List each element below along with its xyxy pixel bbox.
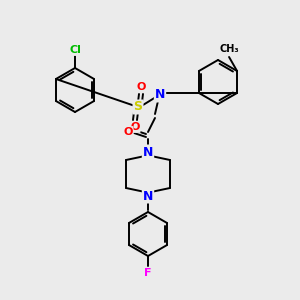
Text: Cl: Cl bbox=[69, 45, 81, 55]
Text: O: O bbox=[130, 122, 140, 132]
Text: F: F bbox=[144, 268, 152, 278]
Text: CH₃: CH₃ bbox=[219, 44, 239, 54]
Text: O: O bbox=[123, 127, 133, 137]
Text: N: N bbox=[143, 146, 153, 158]
Text: O: O bbox=[136, 82, 146, 92]
Text: N: N bbox=[143, 190, 153, 202]
Text: N: N bbox=[155, 88, 165, 101]
Text: S: S bbox=[134, 100, 142, 113]
